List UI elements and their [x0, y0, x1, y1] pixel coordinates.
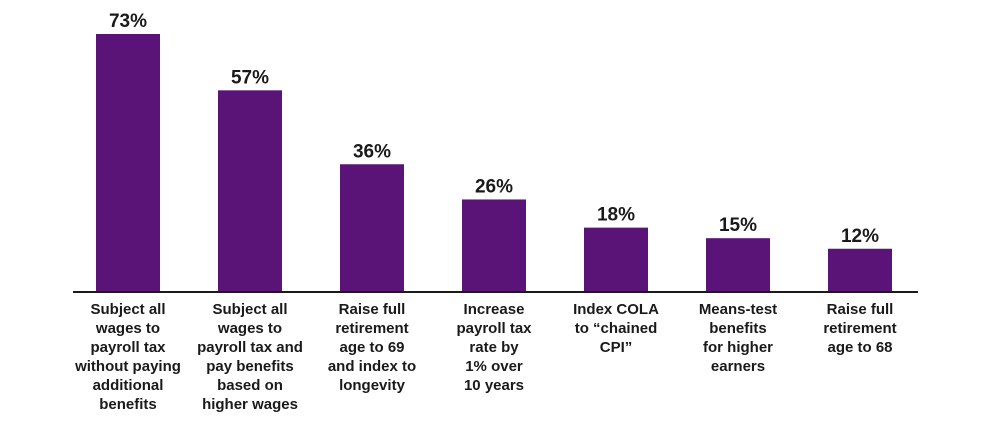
category-label-3: Raise full retirement age to 69 and index t…	[328, 301, 416, 394]
value-label-1: 73%	[109, 11, 147, 32]
category-label-line: age to 69	[339, 339, 404, 356]
category-label-line: payroll tax	[90, 339, 166, 356]
category-label-line: 1% over	[465, 358, 523, 375]
value-label-5: 18%	[597, 205, 635, 226]
category-label-line: retirement	[335, 320, 408, 337]
bars-group	[96, 34, 892, 291]
category-label-7: Raise full retirement age to 68	[823, 301, 896, 356]
value-label-4: 26%	[475, 176, 513, 197]
category-label-line: payroll tax and	[197, 339, 303, 356]
category-label-line: Subject all	[90, 301, 165, 318]
category-label-6: Means-test benefits for higher earners	[699, 301, 777, 375]
category-label-line: Index COLA	[573, 301, 659, 318]
category-label-line: rate by	[469, 339, 519, 356]
category-label-4: Increase payroll tax rate by 1% over 10 year…	[456, 301, 532, 394]
category-label-1: Subject all wages to payroll tax without pa…	[74, 301, 181, 413]
category-label-line: and index to	[328, 358, 416, 375]
value-label-3: 36%	[353, 141, 391, 162]
category-label-line: additional	[93, 377, 164, 394]
bar-7	[828, 248, 892, 291]
category-labels-group: Subject all wages to payroll tax without pa…	[74, 301, 897, 413]
value-label-6: 15%	[719, 215, 757, 236]
bar-2	[218, 90, 282, 291]
category-label-line: earners	[711, 358, 765, 375]
category-label-line: CPI”	[600, 339, 633, 356]
category-label-line: payroll tax	[456, 320, 532, 337]
category-label-line: for higher	[703, 339, 773, 356]
category-label-line: Means-test	[699, 301, 777, 318]
category-label-line: higher wages	[202, 396, 298, 413]
category-label-line: Raise full	[339, 301, 406, 318]
category-label-5: Index COLA to “chained CPI”	[573, 301, 659, 356]
value-label-7: 12%	[841, 226, 879, 247]
category-label-line: wages to	[95, 320, 160, 337]
category-label-line: 10 years	[464, 377, 524, 394]
category-label-line: age to 68	[827, 339, 892, 356]
category-label-line: to “chained	[575, 320, 658, 337]
category-label-line: retirement	[823, 320, 896, 337]
category-label-line: without paying	[74, 358, 181, 375]
category-label-line: Increase	[464, 301, 525, 318]
bar-4	[462, 199, 526, 291]
category-label-line: Raise full	[827, 301, 894, 318]
category-label-line: Subject all	[212, 301, 287, 318]
category-label-line: longevity	[339, 377, 406, 394]
category-label-line: benefits	[709, 320, 767, 337]
category-label-2: Subject all wages to payroll tax and pay be…	[197, 301, 303, 413]
category-label-line: wages to	[217, 320, 282, 337]
value-labels-group: 73% 57% 36% 26% 18% 15% 12%	[109, 11, 879, 247]
category-label-line: based on	[217, 377, 283, 394]
category-label-line: benefits	[99, 396, 157, 413]
category-label-line: pay benefits	[206, 358, 294, 375]
bar-5	[584, 227, 648, 291]
bar-3	[340, 164, 404, 291]
bar-6	[706, 238, 770, 291]
value-label-2: 57%	[231, 67, 269, 88]
bar-1	[96, 34, 160, 291]
